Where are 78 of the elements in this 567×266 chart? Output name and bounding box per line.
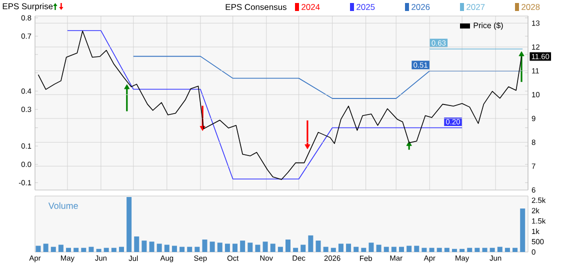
bar <box>399 246 404 252</box>
bar <box>429 248 434 252</box>
bar <box>43 244 48 252</box>
bar <box>111 248 116 252</box>
bar <box>482 248 488 252</box>
bar <box>520 208 526 252</box>
bar <box>164 244 170 252</box>
bar <box>293 248 298 252</box>
bar <box>323 246 328 252</box>
bar <box>330 248 336 252</box>
bar <box>452 248 457 252</box>
line-series <box>67 30 462 180</box>
bar <box>467 248 472 252</box>
bar <box>346 244 352 252</box>
bar <box>512 248 518 252</box>
bar <box>338 244 344 252</box>
bar <box>142 240 147 252</box>
bar <box>285 240 290 252</box>
legend-label: 2028 <box>522 4 540 10</box>
bar <box>156 244 162 252</box>
bar <box>308 235 314 252</box>
bar <box>316 240 321 252</box>
bar <box>391 246 396 252</box>
bar <box>50 246 56 252</box>
bar <box>270 244 276 252</box>
bar <box>436 248 442 252</box>
bar <box>172 246 177 252</box>
point <box>304 144 310 150</box>
bar <box>368 242 374 252</box>
bar <box>96 248 102 252</box>
bar <box>194 246 200 252</box>
bar <box>262 242 268 252</box>
bar <box>134 236 140 252</box>
bar <box>118 246 124 252</box>
legend-label: 2027 <box>466 4 485 10</box>
y-axis-title: EPS Surprise <box>2 3 53 11</box>
bar <box>126 197 132 252</box>
bar <box>300 244 306 252</box>
bar <box>240 240 246 252</box>
bar <box>460 248 465 252</box>
bar <box>406 246 412 252</box>
bar <box>81 248 86 252</box>
bar <box>248 242 253 252</box>
bar <box>149 242 154 252</box>
bar <box>202 240 208 252</box>
bar <box>376 244 382 252</box>
bar <box>490 248 495 252</box>
bar <box>187 246 192 252</box>
bar <box>497 246 502 252</box>
bar <box>217 242 222 252</box>
bar <box>74 248 79 252</box>
bar <box>414 246 420 252</box>
bar <box>384 246 389 252</box>
text: Volume <box>48 202 78 209</box>
bar <box>474 248 480 252</box>
point <box>518 51 524 56</box>
bar <box>58 244 64 252</box>
bar <box>278 246 283 252</box>
bar <box>504 248 510 252</box>
legend-title: EPS Consensus <box>226 4 286 10</box>
bar <box>444 248 450 252</box>
point <box>124 84 130 90</box>
bar <box>224 244 230 252</box>
bar <box>88 246 94 252</box>
bar <box>361 248 366 252</box>
legend-label: 2026 <box>412 4 430 10</box>
bar <box>255 244 260 252</box>
bar <box>104 248 109 252</box>
bar <box>66 248 72 252</box>
bar <box>354 246 359 252</box>
line-series <box>132 56 523 99</box>
bar <box>210 242 215 252</box>
bar <box>422 248 427 252</box>
legend-label: 2024 <box>302 4 320 10</box>
bar <box>36 246 41 252</box>
bar <box>232 244 238 252</box>
bar <box>180 246 185 252</box>
legend-label: 2025 <box>356 4 375 10</box>
